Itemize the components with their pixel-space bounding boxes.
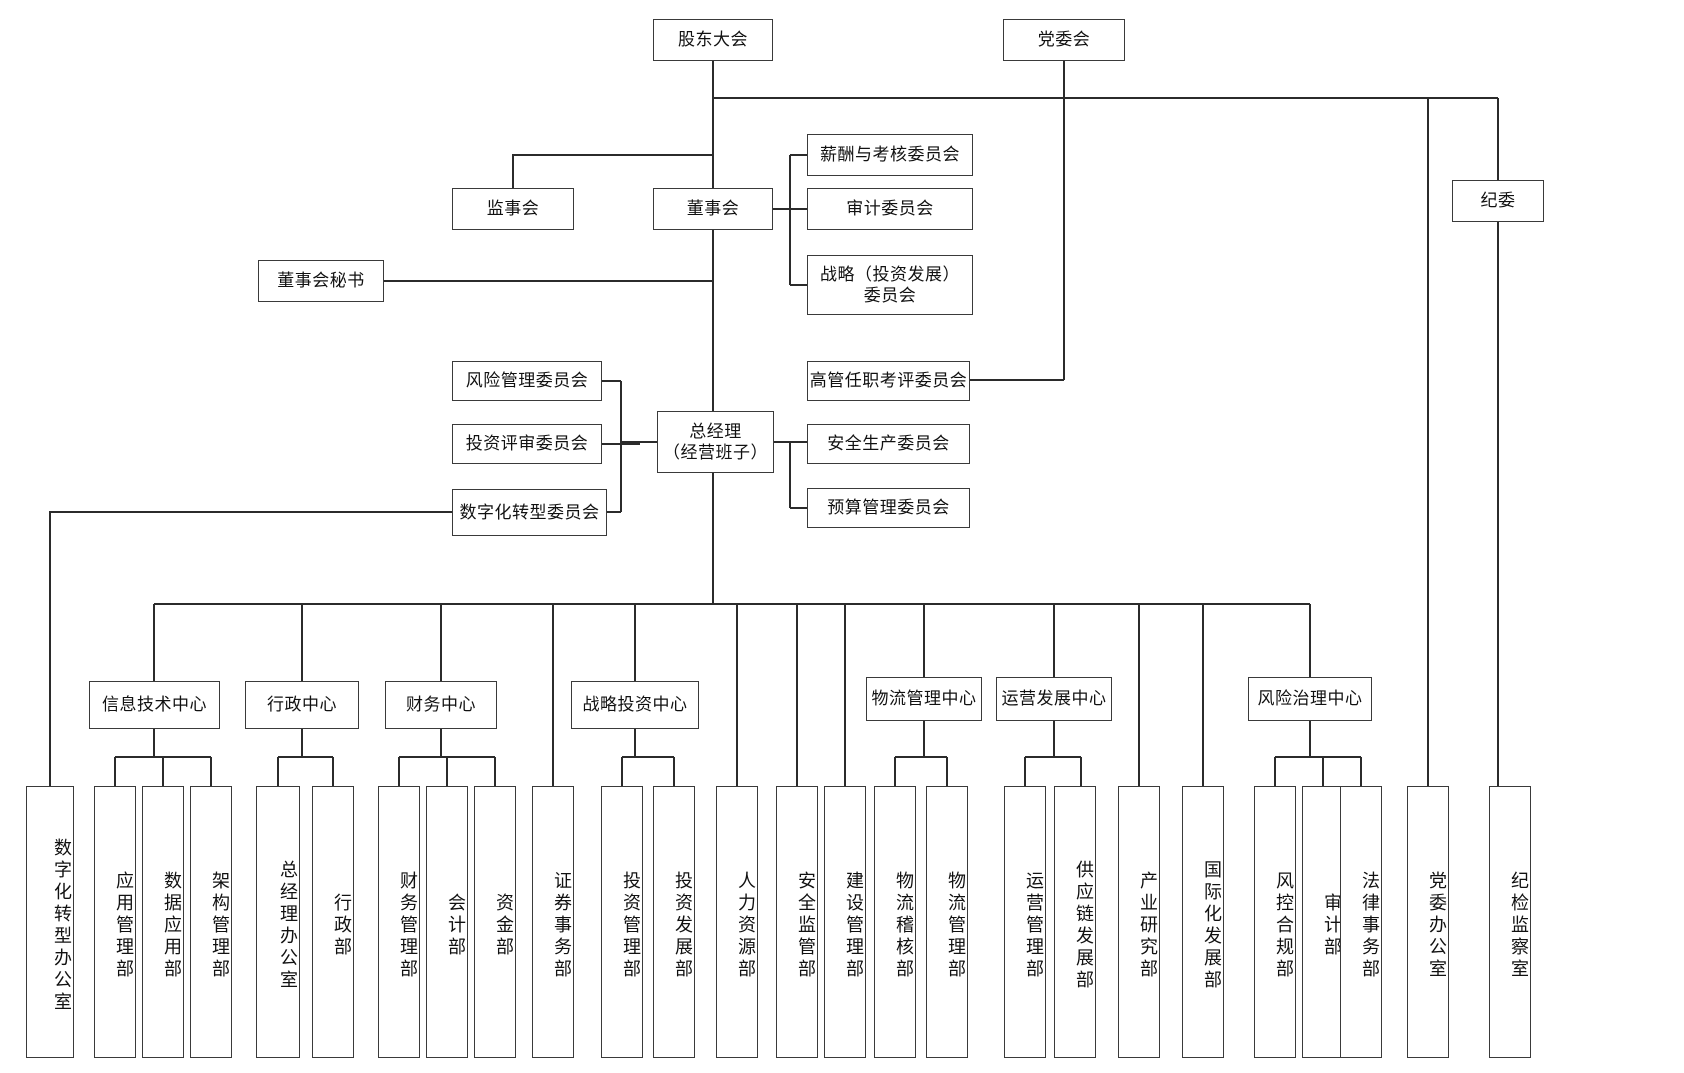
node-construction-management-dept[interactable]: 建设管理部: [824, 786, 866, 1058]
node-human-resources-dept[interactable]: 人力资源部: [716, 786, 758, 1058]
node-application-management-dept[interactable]: 应用管理部: [94, 786, 136, 1058]
node-compensation-assessment-committee[interactable]: 薪酬与考核委员会: [807, 134, 973, 176]
node-logistics-management-center[interactable]: 物流管理中心: [866, 677, 982, 721]
node-treasury-dept[interactable]: 资金部: [474, 786, 516, 1058]
node-budget-management-committee[interactable]: 预算管理委员会: [807, 488, 970, 528]
node-financial-management-dept[interactable]: 财务管理部: [378, 786, 420, 1058]
node-operation-development-center[interactable]: 运营发展中心: [996, 677, 1112, 721]
node-supervisory-board[interactable]: 监事会: [452, 188, 574, 230]
node-accounting-dept[interactable]: 会计部: [426, 786, 468, 1058]
node-discipline-inspection-office[interactable]: 纪检监察室: [1489, 786, 1531, 1058]
node-party-committee[interactable]: 党委会: [1003, 19, 1125, 61]
node-industry-research-dept[interactable]: 产业研究部: [1118, 786, 1160, 1058]
node-general-manager[interactable]: 总经理 （经营班子）: [657, 411, 774, 473]
node-data-application-dept[interactable]: 数据应用部: [142, 786, 184, 1058]
node-discipline-committee[interactable]: 纪委: [1452, 180, 1544, 222]
node-operation-management-dept[interactable]: 运营管理部: [1004, 786, 1046, 1058]
node-executive-appointment-committee[interactable]: 高管任职考评委员会: [807, 361, 970, 401]
node-investment-development-dept[interactable]: 投资发展部: [653, 786, 695, 1058]
line-shareholders-to-supervisory: [512, 154, 713, 188]
node-investment-review-committee[interactable]: 投资评审委员会: [452, 424, 602, 464]
node-strategy-investment-center[interactable]: 战略投资中心: [571, 681, 699, 729]
node-investment-management-dept[interactable]: 投资管理部: [601, 786, 643, 1058]
node-administration-dept[interactable]: 行政部: [312, 786, 354, 1058]
node-risk-compliance-dept[interactable]: 风控合规部: [1254, 786, 1296, 1058]
node-digital-transformation-committee[interactable]: 数字化转型委员会: [452, 489, 607, 536]
line-digital-committee-to-office: [49, 511, 452, 786]
node-general-manager-office[interactable]: 总经理办公室: [256, 786, 300, 1058]
node-party-committee-office[interactable]: 党委办公室: [1407, 786, 1449, 1058]
node-audit-committee[interactable]: 审计委员会: [807, 188, 973, 230]
node-safety-supervision-dept[interactable]: 安全监管部: [776, 786, 818, 1058]
node-risk-management-committee[interactable]: 风险管理委员会: [452, 361, 602, 401]
node-international-development-dept[interactable]: 国际化发展部: [1182, 786, 1224, 1058]
node-logistics-management-dept[interactable]: 物流管理部: [926, 786, 968, 1058]
node-audit-dept[interactable]: 审计部: [1302, 786, 1344, 1058]
node-securities-affairs-dept[interactable]: 证券事务部: [532, 786, 574, 1058]
node-digital-transformation-office[interactable]: 数字化转型办公室: [26, 786, 74, 1058]
node-risk-governance-center[interactable]: 风险治理中心: [1248, 677, 1372, 721]
node-safety-production-committee[interactable]: 安全生产委员会: [807, 424, 970, 464]
node-architecture-management-dept[interactable]: 架构管理部: [190, 786, 232, 1058]
node-board-of-directors[interactable]: 董事会: [653, 188, 773, 230]
node-finance-center[interactable]: 财务中心: [385, 681, 497, 729]
node-supply-chain-development-dept[interactable]: 供应链发展部: [1054, 786, 1096, 1058]
node-shareholders-meeting[interactable]: 股东大会: [653, 19, 773, 61]
node-legal-affairs-dept[interactable]: 法律事务部: [1340, 786, 1382, 1058]
node-it-center[interactable]: 信息技术中心: [89, 681, 220, 729]
node-board-secretary[interactable]: 董事会秘书: [258, 260, 384, 302]
node-logistics-audit-dept[interactable]: 物流稽核部: [874, 786, 916, 1058]
node-strategy-investment-committee[interactable]: 战略（投资发展） 委员会: [807, 255, 973, 315]
node-admin-center[interactable]: 行政中心: [245, 681, 359, 729]
